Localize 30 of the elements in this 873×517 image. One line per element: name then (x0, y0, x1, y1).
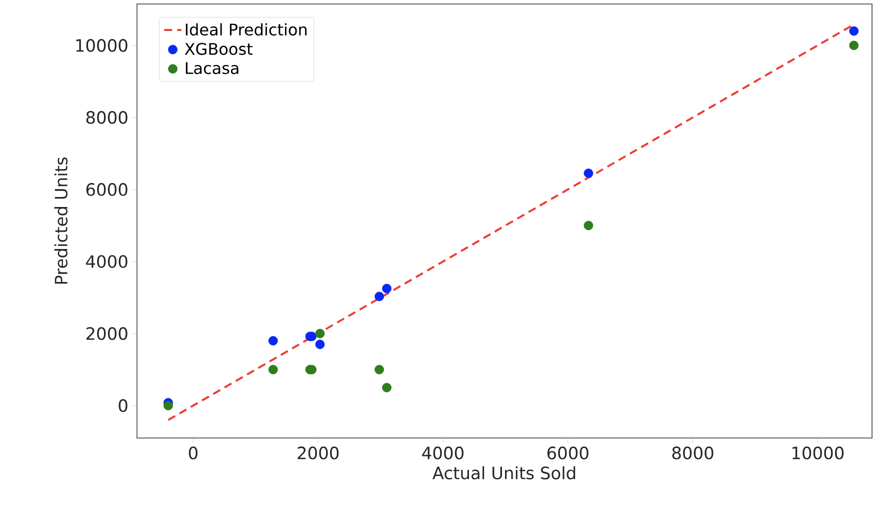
point (374, 364, 384, 374)
x-tick-label: 4000 (422, 446, 464, 460)
x-tick-label: 2000 (298, 446, 339, 460)
y-tick-label: 10000 (76, 38, 128, 52)
point (315, 328, 325, 338)
y-tick-label: 4000 (86, 255, 128, 268)
point (584, 168, 594, 178)
legend-label: Lacasa (186, 62, 238, 74)
x-axis-title: Actual Units Sold (432, 466, 576, 480)
point (584, 220, 594, 230)
point (849, 26, 859, 36)
point (268, 364, 278, 374)
point (382, 284, 392, 294)
x-tick-label: 8000 (672, 446, 714, 460)
point (164, 400, 173, 410)
point (268, 336, 278, 346)
y-tick-label: 0 (118, 399, 128, 412)
point (849, 40, 859, 50)
legend-label: Ideal Prediction (186, 23, 307, 36)
y-tick-label: 6000 (86, 183, 128, 196)
x-tick-label: 6000 (547, 446, 588, 460)
y-tick-label: 8000 (86, 111, 128, 124)
x-tick-label: 10000 (792, 446, 844, 460)
point (382, 382, 392, 392)
point (315, 340, 325, 350)
x-tick-label: 0 (188, 446, 198, 460)
y-axis-title: Predicted Units (54, 157, 68, 284)
point (374, 292, 384, 302)
legend-label: XGBoost (184, 42, 252, 55)
y-tick-label: 2000 (86, 327, 128, 340)
